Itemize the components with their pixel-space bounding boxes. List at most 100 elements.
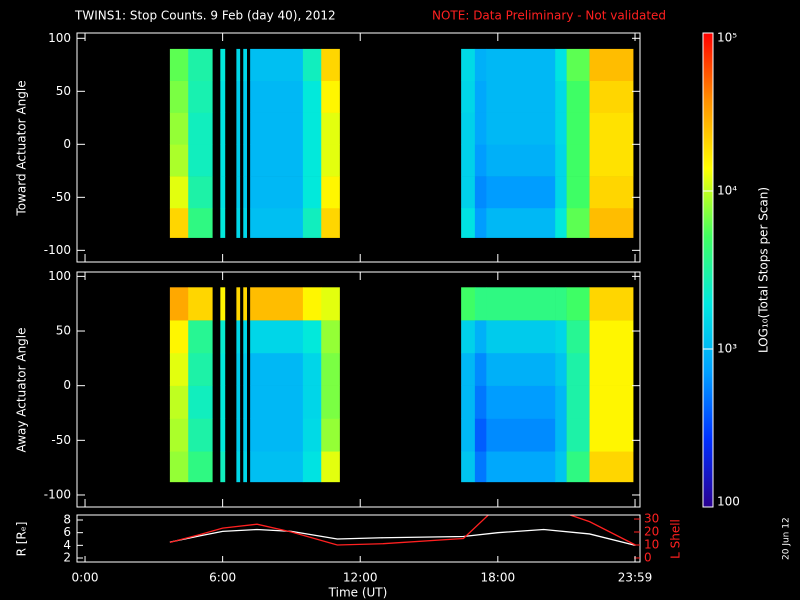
heatmap-cell [486,418,556,452]
y-tick-label: 100 [48,269,71,283]
colorbar-tick-label: 10³ [717,342,737,356]
heatmap-cell [474,418,487,452]
heatmap-cell [302,207,322,238]
heatmap-cell [169,451,189,483]
chart-title: TWINS1: Stop Counts. 9 Feb (day 40), 201… [74,9,336,23]
heatmap-cell [302,176,322,209]
y-tick-label: -50 [51,190,71,204]
heatmap-cell [188,287,213,321]
heatmap-cell [486,176,556,209]
heatmap-cell [486,207,556,238]
y2-axis-label: L Shell [669,519,683,559]
heatmap-cell [243,320,248,354]
heatmap-cell [589,176,634,209]
heatmap-cell [474,207,487,238]
y-tick-label: 4 [63,538,71,552]
heatmap-cell [566,207,590,238]
heatmap-cell [321,287,340,321]
heatmap-cell [250,320,304,354]
heatmap-cell [555,144,567,177]
x-tick-label: 0:00 [72,571,99,585]
heatmap-cell [236,385,241,419]
heatmap-cell [589,48,634,82]
heatmap-cell [461,176,476,209]
heatmap-cell [188,352,213,386]
y-tick-label: 0 [63,378,71,392]
x-tick-label: 12:00 [343,571,378,585]
heatmap-cell [169,48,189,82]
heatmap-cell [461,112,476,145]
heatmap-cell [461,352,476,386]
y-tick-label: 50 [56,84,71,98]
heatmap-cell [188,418,213,452]
heatmap-cell [302,287,322,321]
heatmap-cell [169,352,189,386]
heatmap-cell [243,287,248,321]
heatmap-cell [169,144,189,177]
heatmap-cell [474,451,487,483]
heatmap-cell [220,207,226,238]
heatmap-cell [243,48,248,82]
heatmap-cell [243,176,248,209]
heatmap-cell [250,287,304,321]
heatmap-cell [589,451,634,483]
heatmap-cell [566,48,590,82]
heatmap-cell [486,48,556,82]
heatmap-cell [555,176,567,209]
heatmap-cell [474,352,487,386]
heatmap-cell [236,80,241,113]
y-tick-label: -100 [44,243,71,257]
heatmap-cell [243,144,248,177]
heatmap-cell [486,144,556,177]
heatmap-cell [169,418,189,452]
heatmap-cell [243,352,248,386]
y2-tick-label: 0 [644,550,652,564]
heatmap-cell [474,385,487,419]
y-tick-label: 0 [63,137,71,151]
heatmap-cell [555,385,567,419]
heatmap-cell [220,112,226,145]
heatmap-cell [169,385,189,419]
y-tick-label: -100 [44,487,71,501]
heatmap-cell [302,418,322,452]
y-tick-label: 8 [63,513,71,527]
heatmap-cell [555,451,567,483]
heatmap-cell [461,385,476,419]
heatmap-cell [302,385,322,419]
heatmap-cell [250,176,304,209]
x-tick-label: 18:00 [481,571,516,585]
heatmap-cell [188,48,213,82]
heatmap-cell [555,48,567,82]
heatmap-cell [243,418,248,452]
heatmap-cell [461,418,476,452]
heatmap-cell [220,352,226,386]
heatmap-cell [220,320,226,354]
y-axis-label: Toward Actuator Angle [15,80,29,216]
chart-note: NOTE: Data Preliminary - Not validated [432,9,666,23]
heatmap-cell [486,287,556,321]
heatmap-cell [474,80,487,113]
heatmap-cell [302,352,322,386]
heatmap-cell [250,80,304,113]
y-axis-label: Away Actuator Angle [15,327,29,452]
heatmap-cell [236,451,241,483]
heatmap-cell [243,112,248,145]
heatmap-cell [555,320,567,354]
heatmap-cell [566,451,590,483]
heatmap-cell [566,352,590,386]
heatmap-cell [566,320,590,354]
heatmap-cell [250,207,304,238]
heatmap-cell [461,320,476,354]
y-tick-label: 6 [63,525,71,539]
heatmap-cell [474,48,487,82]
heatmap-cell [220,80,226,113]
colorbar [702,32,714,508]
heatmap-cell [236,48,241,82]
heatmap-cell [188,320,213,354]
heatmap-cell [169,176,189,209]
heatmap-cell [566,112,590,145]
heatmap-cell [589,144,634,177]
heatmap-cell [555,287,567,321]
heatmap-cell [321,144,340,177]
